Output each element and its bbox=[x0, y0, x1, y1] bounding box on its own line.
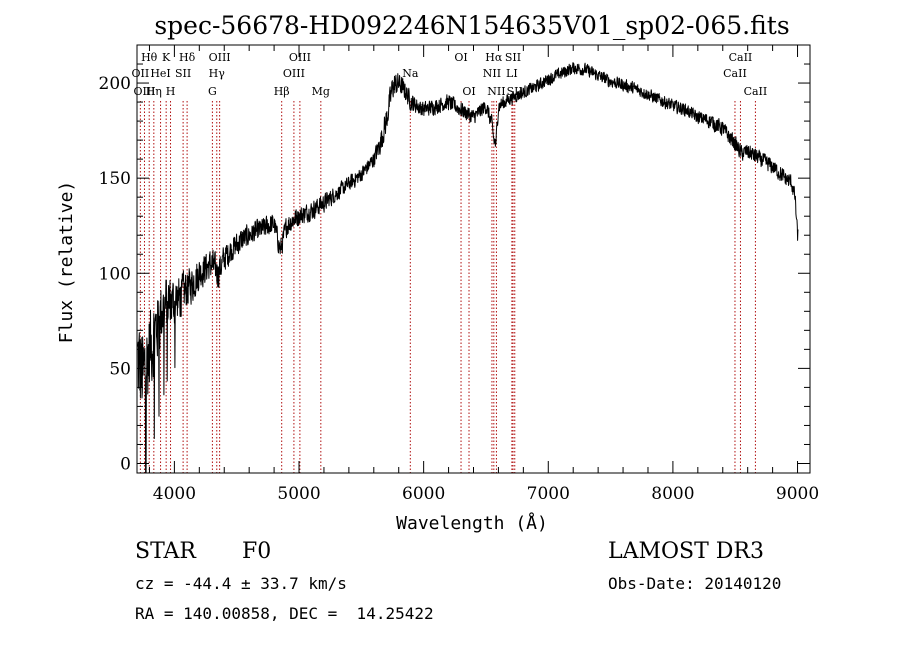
chart-title: spec-56678-HD092246N154635V01_sp02-065.f… bbox=[154, 11, 789, 40]
x-tick-label: 9000 bbox=[776, 484, 819, 504]
line-marker-label: OIII bbox=[283, 67, 305, 80]
y-axis-ticks: 0 50 100 150 200 bbox=[99, 63, 810, 474]
line-marker-label: NII bbox=[487, 85, 505, 98]
line-marker-label: CaII bbox=[729, 51, 753, 64]
y-tick-label: 100 bbox=[99, 264, 131, 284]
survey-name: LAMOST DR3 bbox=[608, 539, 764, 564]
x-tick-label: 7000 bbox=[527, 484, 570, 504]
line-marker-label: Hβ bbox=[274, 85, 290, 98]
line-marker-label: NII bbox=[483, 67, 501, 80]
x-tick-label: 5000 bbox=[277, 484, 320, 504]
plot-frame bbox=[136, 44, 811, 474]
line-marker-label: OII bbox=[132, 67, 150, 80]
object-class: STAR bbox=[135, 539, 196, 564]
line-marker-label: H bbox=[166, 85, 176, 98]
line-marker-label: OIII bbox=[133, 85, 155, 98]
line-marker-label: SII bbox=[175, 67, 191, 80]
line-marker-label: Hδ bbox=[179, 51, 196, 64]
line-marker-label: CaII bbox=[744, 85, 768, 98]
line-marker-label: OIII bbox=[289, 51, 311, 64]
y-tick-label: 0 bbox=[120, 454, 131, 474]
line-marker-label: OI bbox=[454, 51, 467, 64]
y-axis-label: Flux (relative) bbox=[56, 181, 77, 344]
redshift-line: cz = -44.4 ± 33.7 km/s bbox=[135, 574, 347, 593]
spectral-line-markers: Hθ OII OIII K HeI Hη Hδ SII H OIII Hγ G OIII OIII Hβ Mg… bbox=[132, 51, 768, 473]
x-tick-label: 6000 bbox=[402, 484, 445, 504]
x-axis-ticks: 4000 5000 6000 7000 8000 9000 bbox=[148, 45, 819, 504]
y-tick-label: 150 bbox=[99, 169, 131, 189]
spectrum-series-flux bbox=[137, 62, 799, 474]
line-marker-label: LI bbox=[506, 67, 518, 80]
x-tick-label: 8000 bbox=[651, 484, 694, 504]
line-marker-label: OI bbox=[462, 85, 475, 98]
obs-date-line: Obs-Date: 20140120 bbox=[608, 574, 782, 593]
y-tick-label: 50 bbox=[109, 359, 131, 379]
line-marker-label: G bbox=[208, 85, 217, 98]
line-marker-label: SII bbox=[505, 51, 521, 64]
coordinates-line: RA = 140.00858, DEC = 14.25422 bbox=[135, 604, 434, 623]
x-axis-label: Wavelength (Å) bbox=[396, 512, 548, 534]
y-tick-label: 200 bbox=[99, 74, 131, 94]
line-marker-label: Hγ bbox=[209, 67, 226, 80]
plot-axes bbox=[136, 44, 811, 474]
x-tick-label: 4000 bbox=[153, 484, 196, 504]
line-marker-label: CaII bbox=[723, 67, 747, 80]
line-marker-label: Mg bbox=[312, 85, 330, 98]
object-subclass: F0 bbox=[242, 539, 272, 564]
line-marker-label: Na bbox=[402, 67, 419, 80]
line-marker-label: OIII bbox=[209, 51, 231, 64]
line-marker-label: Hα bbox=[485, 51, 503, 64]
line-marker-label: K bbox=[162, 51, 171, 64]
line-marker-label: Hη bbox=[146, 85, 162, 98]
line-marker-label: Hθ bbox=[141, 51, 158, 64]
line-marker-label: HeI bbox=[150, 67, 170, 80]
